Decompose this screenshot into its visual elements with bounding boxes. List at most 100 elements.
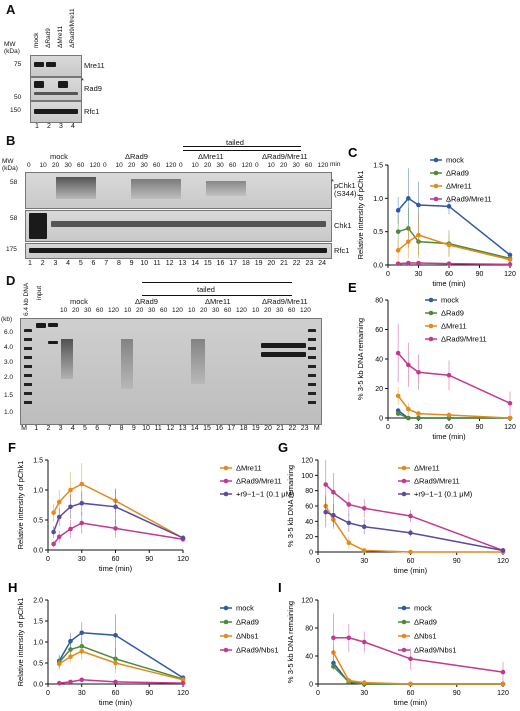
group-label-d: ΔMre11 <box>205 297 231 306</box>
protein-pchk1-b: pChk1 (S344) <box>334 181 357 198</box>
legend-marker <box>223 605 229 611</box>
data-point <box>331 512 336 518</box>
series-line <box>325 505 503 553</box>
time-label-b: 60 <box>229 162 237 169</box>
series-line <box>52 483 184 539</box>
data-point <box>361 639 367 645</box>
lane-number-d: 4 <box>70 425 75 432</box>
lane-number-d: 21 <box>276 425 285 432</box>
marker-58b-b: 58 <box>10 215 18 222</box>
data-point <box>56 680 62 686</box>
x-tick-label: 120 <box>497 690 509 697</box>
time-label-d: 60 <box>224 307 232 314</box>
time-label-b: 20 <box>52 162 60 169</box>
lane-number-a: 2 <box>47 123 51 130</box>
lane-number-d: 23 <box>300 425 309 432</box>
data-point <box>68 638 73 644</box>
legend-marker <box>401 491 407 497</box>
data-point <box>323 482 329 487</box>
data-point <box>395 248 401 253</box>
data-point <box>408 530 413 536</box>
y-tick-label: 60 <box>305 504 313 511</box>
lane-number-d: 7 <box>107 425 112 432</box>
x-tick-label: 0 <box>316 558 320 565</box>
group-label-b: ΔMre11 <box>198 152 224 161</box>
data-point <box>507 415 513 421</box>
panel-letter-i: I <box>278 580 282 595</box>
lane-number-a: 3 <box>59 123 63 130</box>
y-tick-label: 1.0 <box>33 488 43 495</box>
legend-marker <box>401 478 407 484</box>
x-tick-label: 60 <box>445 424 453 431</box>
y-tick-label: 20 <box>375 386 383 393</box>
asterisk-a: * <box>81 76 84 85</box>
data-point <box>408 681 413 687</box>
data-point <box>406 260 411 266</box>
x-tick-label: 60 <box>112 690 120 697</box>
lane-number-b: 15 <box>203 260 212 267</box>
tailed-label-d: tailed <box>197 285 215 294</box>
panel-letter-h: H <box>8 580 17 595</box>
data-point <box>395 350 401 356</box>
x-tick-label: 90 <box>476 271 484 278</box>
legend-marker <box>223 647 229 653</box>
legend-marker <box>223 465 229 471</box>
time-label-b: 120 <box>89 162 101 169</box>
time-label-b: 30 <box>216 162 224 169</box>
y-tick-label: 40 <box>305 519 313 526</box>
size-marker-d: 6.0 <box>4 329 14 336</box>
legend-label: ΔRad9 <box>236 618 259 627</box>
group-label-d: mock <box>70 297 88 306</box>
y-tick-label: 1.5 <box>33 458 43 465</box>
data-point <box>56 514 62 520</box>
data-point <box>346 540 352 546</box>
data-point <box>406 362 411 368</box>
x-tick-label: 60 <box>407 558 415 565</box>
y-tick-label: 60 <box>375 327 383 334</box>
x-tick-label: 90 <box>145 690 153 697</box>
protein-mre11-a: Mre11 <box>84 61 105 70</box>
data-point <box>507 400 513 406</box>
x-tick-label: 0 <box>316 690 320 697</box>
legend-marker <box>401 619 407 625</box>
size-marker-d: 3.0 <box>4 359 14 366</box>
lane-number-d: 17 <box>227 425 236 432</box>
data-point <box>416 415 421 421</box>
legend-label: ΔRad9/Mre11 <box>414 477 460 486</box>
time-label-b: 0 <box>255 162 259 169</box>
legend-label: ΔRad9/Nbs1 <box>236 646 279 655</box>
x-axis-label: time (min) <box>432 432 466 441</box>
group-label-d: ΔRad9 <box>135 297 158 306</box>
x-tick-label: 90 <box>453 558 461 565</box>
blot-mre11-a <box>30 55 82 77</box>
data-point <box>361 680 367 685</box>
protein-rad9-a: Rad9 <box>84 84 102 93</box>
data-point <box>68 504 73 510</box>
y-axis-label: Relative intensity of pChk1 <box>16 598 25 687</box>
legend-marker <box>401 465 407 471</box>
x-tick-label: 120 <box>177 690 189 697</box>
y-tick-label: 0.0 <box>33 682 43 689</box>
legend-marker <box>401 647 407 653</box>
data-point <box>323 509 329 515</box>
data-point <box>395 393 401 399</box>
x-tick-label: 60 <box>445 271 453 278</box>
time-unit-b: min <box>330 161 341 168</box>
legend-label: ΔMre11 <box>414 464 440 473</box>
x-tick-label: 30 <box>78 556 86 563</box>
time-label-b: 30 <box>140 162 148 169</box>
y-tick-label: 40 <box>305 654 313 661</box>
y-tick-label: 0 <box>309 550 313 557</box>
y-tick-label: 2.0 <box>33 598 43 605</box>
time-label-d: 60 <box>96 307 104 314</box>
data-point <box>408 513 413 519</box>
legend-marker <box>433 170 439 176</box>
time-label-b: 20 <box>204 162 212 169</box>
blot-rfc1-a <box>30 101 82 123</box>
lane-number-b: 13 <box>178 260 187 267</box>
data-point <box>416 369 421 375</box>
lane-number-d: 11 <box>154 425 162 432</box>
data-point <box>51 541 56 547</box>
lane-number-d: 20 <box>264 425 272 432</box>
time-label-d: 10 <box>124 307 132 314</box>
